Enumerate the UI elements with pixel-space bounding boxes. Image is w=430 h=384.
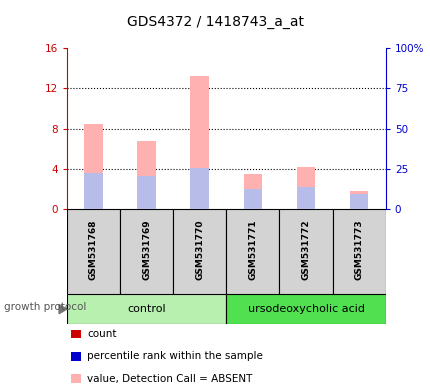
- Bar: [190, 168, 209, 209]
- Bar: [67, 209, 120, 294]
- Bar: [296, 187, 315, 209]
- Bar: [120, 209, 173, 294]
- Text: GSM531770: GSM531770: [195, 220, 204, 280]
- Text: GDS4372 / 1418743_a_at: GDS4372 / 1418743_a_at: [127, 15, 303, 29]
- Text: GSM531768: GSM531768: [89, 220, 98, 280]
- Text: growth protocol: growth protocol: [4, 302, 86, 312]
- Text: ursodeoxycholic acid: ursodeoxycholic acid: [247, 304, 364, 314]
- Text: GSM531772: GSM531772: [301, 220, 310, 280]
- Text: GSM531773: GSM531773: [354, 220, 363, 280]
- Bar: [137, 176, 156, 209]
- Bar: [349, 191, 368, 209]
- Text: control: control: [127, 304, 166, 314]
- Bar: [349, 194, 368, 209]
- Bar: [190, 76, 209, 209]
- Bar: [84, 124, 102, 209]
- Bar: [279, 209, 332, 294]
- Bar: [67, 294, 226, 324]
- Text: count: count: [87, 329, 116, 339]
- Text: GSM531769: GSM531769: [142, 220, 150, 280]
- Bar: [296, 167, 315, 209]
- Bar: [243, 189, 261, 209]
- Bar: [332, 209, 385, 294]
- Bar: [137, 141, 156, 209]
- Bar: [243, 174, 261, 209]
- Text: value, Detection Call = ABSENT: value, Detection Call = ABSENT: [87, 374, 252, 384]
- Bar: [226, 209, 279, 294]
- Text: GSM531771: GSM531771: [248, 220, 257, 280]
- Bar: [173, 209, 226, 294]
- Bar: [84, 173, 102, 209]
- Bar: [226, 294, 385, 324]
- Text: percentile rank within the sample: percentile rank within the sample: [87, 351, 262, 361]
